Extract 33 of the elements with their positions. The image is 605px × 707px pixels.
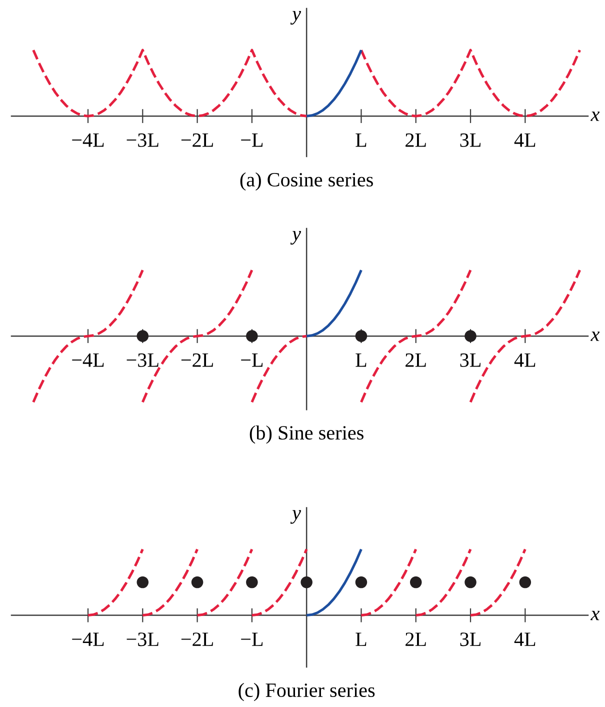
x-tick-label: −2L (181, 353, 213, 367)
x-tick-label: 3L (460, 133, 480, 147)
x-tick-label: −4L (72, 632, 104, 646)
x-tick-label: 2L (406, 353, 426, 367)
x-tick-label: −4L (72, 353, 104, 367)
x-tick-label: 3L (460, 632, 480, 646)
x-tick-label: 2L (406, 133, 426, 147)
x-axis-title: x (590, 332, 600, 341)
x-tick-label: 4L (514, 632, 536, 646)
x-tick-label: −4L (72, 133, 104, 147)
x-axis-title: x (590, 112, 600, 121)
x-tick-label: −3L (126, 133, 158, 147)
y-axis-title: y (290, 510, 302, 524)
text: (b) Sine series (250, 425, 364, 444)
x-tick-label: −L (241, 134, 263, 147)
x-tick-label: −3L (126, 353, 158, 367)
x-tick-label: L (356, 134, 366, 147)
y-axis-title: y (290, 230, 302, 245)
x-tick-label: 2L (406, 632, 426, 646)
text: (a) Cosine series (240, 172, 373, 191)
x-tick-label: −2L (181, 133, 213, 147)
x-tick-label: 4L (514, 133, 536, 147)
x-tick-label: L (356, 632, 366, 646)
x-tick-label: −2L (181, 632, 213, 646)
x-tick-label: −3L (126, 632, 158, 646)
y-axis-title: y (290, 10, 302, 25)
x-tick-label: 4L (514, 353, 536, 367)
x-tick-label: −L (241, 632, 263, 646)
text: (c) Fourier series (238, 682, 375, 702)
x-tick-label: L (356, 354, 366, 367)
x-tick-label: −L (241, 354, 263, 367)
x-axis-title: x (590, 610, 600, 620)
x-tick-label: 3L (460, 353, 480, 367)
